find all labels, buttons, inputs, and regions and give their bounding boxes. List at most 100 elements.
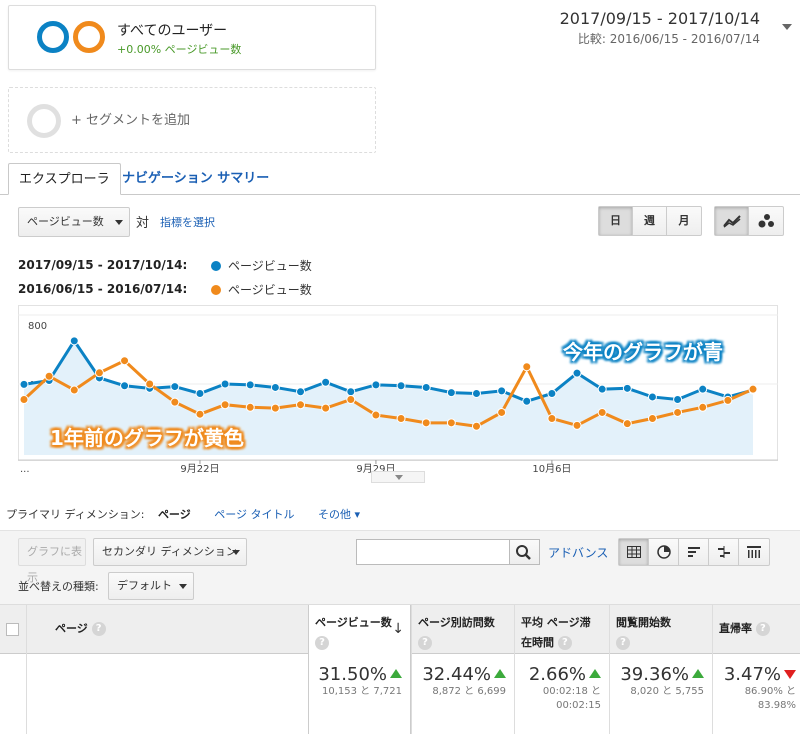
column-pageviews-label: ページビュー数	[315, 616, 392, 629]
chart-resize-handle[interactable]	[371, 471, 425, 483]
column-bounce-label: 直帰率	[719, 622, 752, 635]
help-icon[interactable]: ?	[315, 636, 329, 650]
series-1-point-22	[572, 420, 582, 430]
series-1-point-2	[69, 385, 79, 395]
granularity-day-button[interactable]: 日	[599, 207, 633, 235]
series-0-point-27	[698, 384, 708, 394]
series-1-point-7	[195, 409, 205, 419]
series-1-point-4	[120, 356, 130, 366]
table-view-performance-button[interactable]	[679, 539, 709, 565]
segment-card[interactable]: すべてのユーザー +0.00% ページビュー数	[8, 5, 376, 70]
column-unique-label: ページ別訪問数	[418, 616, 495, 629]
total-bounce-cell: 3.47% 86.90% と 83.98%	[712, 654, 800, 734]
chevron-down-icon	[115, 220, 123, 225]
arrow-up-icon	[390, 669, 402, 678]
series-0-point-26	[673, 395, 683, 405]
series-0-point-12	[321, 377, 331, 387]
series-0-point-0	[19, 379, 29, 389]
plot-rows-button[interactable]: グラフに表示	[18, 538, 86, 584]
sort-type-label: 並べ替えの種類:	[18, 580, 99, 593]
tab-navigation-summary[interactable]: ナビゲーション サマリー	[122, 171, 270, 186]
motion-chart-button[interactable]	[749, 207, 783, 235]
series-1-point-27	[698, 402, 708, 412]
table-view-comparison-button[interactable]	[709, 539, 739, 565]
help-icon[interactable]: ?	[418, 636, 432, 650]
avg-time-change: 2.66%	[528, 664, 586, 685]
series-0-point-24	[622, 383, 632, 393]
series-1-point-18	[471, 421, 481, 431]
series-0-point-14	[371, 380, 381, 390]
vs-label: 対	[136, 216, 150, 231]
series-0-point-8	[220, 379, 230, 389]
series-0-point-4	[120, 381, 130, 391]
help-icon[interactable]: ?	[91, 622, 106, 636]
sort-type-select[interactable]: デフォルト	[108, 572, 194, 600]
series-1-point-8	[220, 400, 230, 410]
column-avg-time-label-1: 平均 ページ滞	[521, 616, 591, 629]
granularity-toggle: 日 週 月	[598, 206, 702, 236]
series-0-point-6	[170, 382, 180, 392]
series-0-point-25	[647, 392, 657, 402]
bar-list-icon	[687, 547, 700, 557]
bounce-change: 3.47%	[723, 664, 781, 685]
dimension-page-title[interactable]: ページ タイトル	[214, 508, 295, 521]
granularity-month-button[interactable]: 月	[678, 214, 690, 227]
table-search-input[interactable]	[356, 539, 510, 565]
legend-range-compare: 2016/06/15 - 2016/07/14:	[18, 282, 188, 296]
table-view-pie-button[interactable]	[649, 539, 679, 565]
series-0-point-22	[572, 368, 582, 378]
table-view-pivot-button[interactable]	[739, 539, 769, 565]
table-view-toggle	[618, 538, 770, 566]
column-header-pageviews[interactable]: ページビュー数 ↓ ?	[308, 605, 411, 655]
annotation-this-year: 今年のグラフが青	[563, 340, 723, 364]
tab-explorer[interactable]: エクスプローラ	[8, 163, 121, 195]
comparison-icon	[717, 546, 730, 558]
search-button[interactable]	[510, 539, 540, 565]
series-1-point-21	[547, 414, 557, 423]
series-0-point-7	[195, 388, 205, 398]
add-segment-label: + セグメントを追加	[71, 113, 191, 128]
legend-metric-compare: ページビュー数	[228, 283, 312, 297]
metric-select-value: ページビュー数	[27, 215, 104, 228]
column-header-avg-time[interactable]: 平均 ページ滞 在時間 ?	[514, 605, 609, 655]
help-icon[interactable]: ?	[755, 622, 770, 636]
series-area-current	[24, 340, 753, 455]
granularity-week-button[interactable]: 週	[633, 207, 667, 235]
total-avg-time-cell: 2.66% 00:02:18 と 00:02:15	[514, 654, 609, 734]
sort-descending-icon: ↓	[392, 621, 404, 637]
help-icon[interactable]: ?	[616, 636, 630, 650]
column-header-entrances[interactable]: 閲覧開始数 ?	[609, 605, 712, 655]
table-view-data-button[interactable]	[619, 539, 649, 565]
add-segment-card[interactable]: + セグメントを追加	[8, 87, 376, 153]
column-header-page[interactable]: ページ ?	[26, 605, 308, 655]
column-header-bounce[interactable]: 直帰率 ?	[712, 605, 800, 655]
line-chart-icon	[722, 215, 741, 228]
column-header-unique-pageviews[interactable]: ページ別訪問数 ?	[411, 605, 514, 655]
series-1-point-12	[321, 403, 331, 413]
date-range-picker[interactable]: 2017/09/15 - 2017/10/14 比較: 2016/06/15 -…	[520, 9, 760, 47]
series-0-point-11	[296, 387, 306, 397]
avg-time-values-1: 00:02:18 と	[542, 686, 601, 697]
select-all-checkbox[interactable]	[6, 623, 19, 636]
dimension-page[interactable]: ページ	[157, 508, 191, 521]
advanced-filter-link[interactable]: アドバンス	[548, 546, 609, 560]
line-chart-button[interactable]	[715, 207, 749, 235]
metric-select[interactable]: ページビュー数	[18, 207, 130, 237]
dimension-other[interactable]: その他 ▾	[318, 508, 361, 521]
pick-metric-link[interactable]: 指標を選択	[160, 216, 215, 229]
sort-type-value: デフォルト	[117, 579, 172, 592]
secondary-dimension-select[interactable]: セカンダリ ディメンション	[93, 538, 247, 566]
series-1-point-25	[647, 414, 657, 423]
column-entrances-label: 閲覧開始数	[616, 616, 671, 629]
series-1-point-3	[94, 368, 104, 378]
help-icon[interactable]: ?	[557, 636, 572, 650]
entrances-values: 8,020 と 5,755	[630, 686, 704, 697]
date-range-dropdown-icon[interactable]	[782, 24, 792, 30]
series-1-point-20	[522, 362, 532, 372]
series-1-point-11	[296, 400, 306, 410]
annotation-last-year: 1年前のグラフが黄色	[50, 426, 244, 450]
grid-icon	[626, 546, 641, 558]
series-1-point-17	[446, 418, 456, 428]
series-1-point-6	[170, 397, 180, 407]
series-0-point-18	[471, 388, 481, 398]
